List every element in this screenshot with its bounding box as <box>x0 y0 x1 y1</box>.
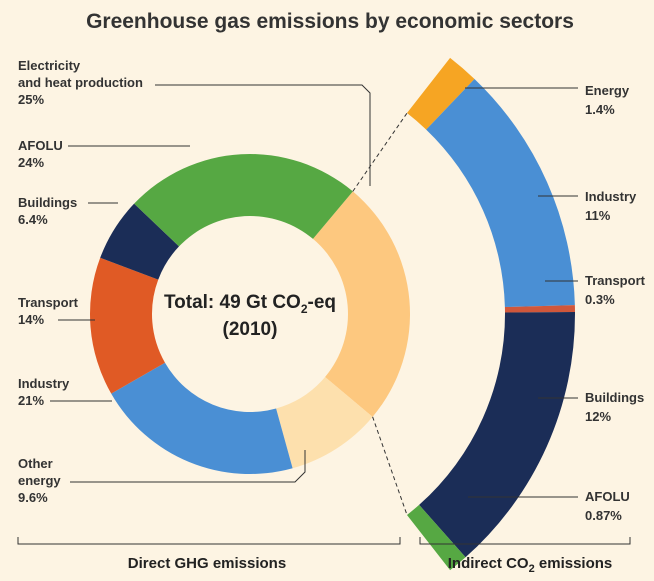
label-industry-value: 21% <box>18 393 44 408</box>
indirect-group-label: Indirect CO2 emissions <box>448 555 613 575</box>
indirect-group-label-suffix: emissions <box>535 555 613 572</box>
indirect-segment-transport <box>504 305 575 313</box>
label-indirect-buildings-value: 12% <box>585 409 611 424</box>
donut-slice-afolu <box>134 153 353 247</box>
dashed-connector-bottom <box>372 416 408 516</box>
label-indirect-industry-name: Industry <box>585 189 637 204</box>
label-indirect-transport-name: Transport <box>585 273 646 288</box>
label-indirect-buildings-name: Buildings <box>585 390 644 405</box>
label-buildings-value: 6.4% <box>18 212 48 227</box>
donut-center-total: Total: 49 Gt CO2-eq <box>164 292 336 316</box>
label-other-energy-value: 9.6% <box>18 490 48 505</box>
chart-title: Greenhouse gas emissions by economic sec… <box>86 10 574 33</box>
donut-slice-transport <box>89 257 165 394</box>
label-indirect-energy-name: Energy <box>585 83 630 98</box>
label-indirect-transport-value: 0.3% <box>585 292 615 307</box>
donut-center-total-text: Total: 49 Gt CO <box>164 292 301 313</box>
leader-electricity <box>155 84 371 186</box>
donut-slice-industry <box>111 362 293 475</box>
indirect-group-label-text: Indirect CO <box>448 555 529 572</box>
indirect-group-label-sub: 2 <box>529 563 535 575</box>
donut-center-year: (2010) <box>223 319 278 340</box>
indirect-segment-energy <box>406 57 475 130</box>
label-other-energy-name-2: energy <box>18 473 61 488</box>
leader-other-energy <box>70 450 306 483</box>
label-afolu-value: 24% <box>18 155 44 170</box>
label-electricity-value: 25% <box>18 92 44 107</box>
label-indirect-afolu-value: 0.87% <box>585 508 622 523</box>
label-indirect-afolu-name: AFOLU <box>585 489 630 504</box>
label-buildings-name: Buildings <box>18 195 77 210</box>
indirect-segment-buildings <box>419 312 575 558</box>
leader-lines <box>50 84 578 516</box>
label-other-energy-name: Other <box>18 456 53 471</box>
direct-group-label: Direct GHG emissions <box>128 555 286 572</box>
donut-slice-other-energy <box>276 376 373 469</box>
label-transport-value: 14% <box>18 312 44 327</box>
indirect-group-bracket <box>419 537 631 545</box>
indirect-segment-industry <box>426 79 575 308</box>
label-indirect-energy-value: 1.4% <box>585 102 615 117</box>
donut-center-total-tail: -eq <box>308 292 337 313</box>
label-electricity-name-2: and heat production <box>18 75 143 90</box>
label-electricity-name: Electricity <box>18 58 81 73</box>
label-industry-name: Industry <box>18 376 70 391</box>
donut-slice-electricity <box>312 191 411 417</box>
label-afolu-name: AFOLU <box>18 138 63 153</box>
donut-center-total-sub: 2 <box>301 302 308 316</box>
label-indirect-industry-value: 11% <box>585 208 611 223</box>
direct-emissions-donut <box>89 153 411 475</box>
donut-slice-buildings <box>100 203 180 280</box>
indirect-emissions-bar <box>406 57 575 571</box>
direct-group-bracket <box>17 537 401 545</box>
indirect-segment-afolu <box>406 504 466 571</box>
label-transport-name: Transport <box>18 295 79 310</box>
dashed-connector-top <box>352 112 408 192</box>
